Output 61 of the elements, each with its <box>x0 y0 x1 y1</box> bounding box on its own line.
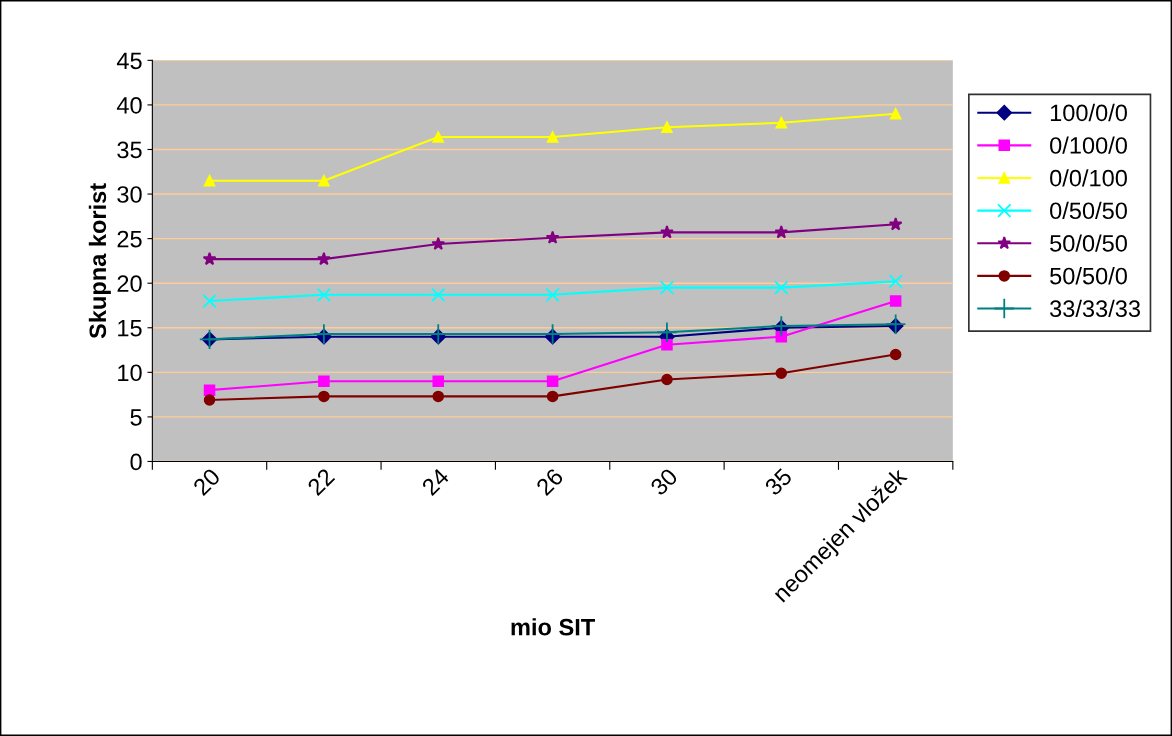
legend-label: 33/33/33 <box>1050 299 1140 318</box>
point <box>317 251 331 266</box>
point <box>660 225 674 239</box>
point <box>888 274 903 289</box>
point <box>885 313 907 335</box>
point <box>202 293 217 309</box>
point <box>203 384 216 396</box>
point <box>545 287 560 302</box>
point <box>203 174 216 187</box>
point <box>318 375 330 388</box>
x-tick-label: 26 <box>535 467 565 497</box>
point <box>889 295 902 307</box>
point <box>316 287 332 302</box>
legend-label: 50/0/50 <box>1050 234 1127 252</box>
x-tick-label: 24 <box>420 467 450 497</box>
y-tick-label: 10 <box>118 364 142 382</box>
point <box>889 348 902 361</box>
y-tick-label: 20 <box>117 275 142 292</box>
point <box>546 390 559 403</box>
y-tick-label: 40 <box>116 96 142 114</box>
point <box>659 280 675 295</box>
y-tick-label: 45 <box>116 52 142 70</box>
legend-label: 50/50/0 <box>1050 267 1127 285</box>
point <box>432 390 445 403</box>
point <box>774 280 789 295</box>
y-tick-label: 30 <box>117 186 142 203</box>
legend-label: 0/0/100 <box>1050 169 1127 187</box>
point <box>202 251 217 266</box>
legend-label: 0/100/0 <box>1050 136 1127 154</box>
legend-label: 100/0/0 <box>1050 103 1127 122</box>
point <box>318 174 330 187</box>
point <box>661 121 673 133</box>
point <box>432 375 445 388</box>
point <box>661 373 673 386</box>
point <box>888 217 903 231</box>
x-tick-label: 30 <box>649 467 679 497</box>
x-tick-label: 22 <box>306 467 336 497</box>
point <box>431 287 446 302</box>
point <box>661 338 673 351</box>
y-tick-label: 35 <box>117 141 142 159</box>
point <box>431 236 446 250</box>
point <box>545 230 560 244</box>
legend-label: 0/50/50 <box>1050 201 1127 220</box>
point <box>203 394 216 406</box>
y-tick-label: 0 <box>130 453 142 471</box>
point <box>546 375 559 388</box>
x-axis-title: mio SIT <box>511 618 595 636</box>
y-tick-label: 5 <box>130 409 142 426</box>
y-axis-title: Skupna korist <box>88 183 111 339</box>
point <box>774 225 789 239</box>
point <box>546 131 559 143</box>
point <box>318 390 330 403</box>
y-tick-label: 25 <box>117 230 142 248</box>
x-tick-label: 20 <box>192 467 222 497</box>
x-tick-label: 35 <box>763 467 793 497</box>
point <box>775 367 788 379</box>
y-tick-label: 15 <box>118 320 142 337</box>
point <box>775 116 788 129</box>
point <box>889 108 902 120</box>
point <box>432 131 445 143</box>
point <box>656 321 678 343</box>
